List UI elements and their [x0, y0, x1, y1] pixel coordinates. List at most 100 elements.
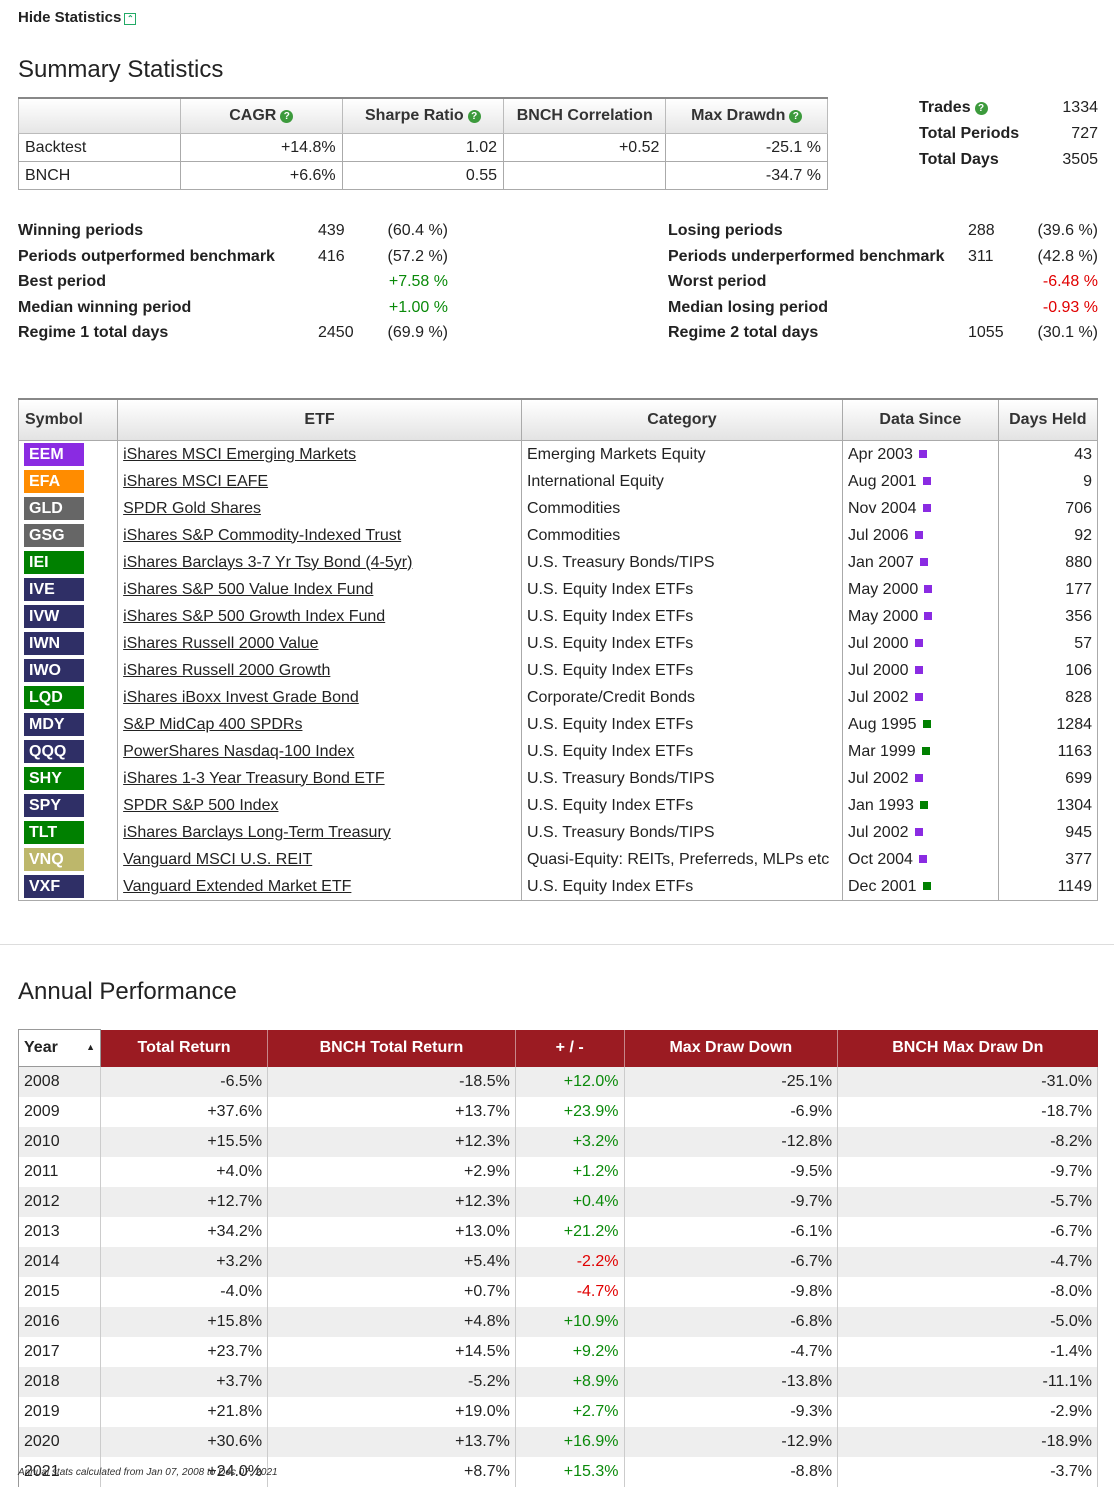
annual-header-5[interactable]: BNCH Max Draw Dn: [837, 1029, 1098, 1067]
symbol-cell: VXF: [17, 873, 119, 901]
data-since-text: Jul 2000: [848, 634, 909, 652]
annual-cell: -13.8%: [623, 1367, 838, 1397]
stat-label: Winning periods: [18, 222, 144, 239]
etf-name-cell: iShares Barclays 3-7 Yr Tsy Bond (4-5yr): [117, 549, 522, 576]
data-since-cell: Jul 2000: [842, 657, 999, 684]
annual-cell: -4.7%: [623, 1337, 838, 1367]
annual-cell: -9.5%: [623, 1157, 838, 1187]
etf-link[interactable]: iShares S&P Commodity-Indexed Trust: [123, 526, 402, 544]
etf-link[interactable]: iShares iBoxx Invest Grade Bond: [123, 688, 359, 706]
annual-header-4[interactable]: Max Draw Down: [623, 1029, 838, 1067]
stat-pct: (30.1 %): [1037, 324, 1098, 341]
etf-link[interactable]: iShares S&P 500 Growth Index Fund: [123, 607, 386, 625]
annual-cell: +13.7%: [267, 1427, 516, 1457]
hide-statistics-toggle[interactable]: Hide Statistics ⌃: [18, 9, 137, 26]
symbol-cell: QQQ: [17, 738, 119, 765]
annual-cell: -11.1%: [837, 1367, 1098, 1397]
annual-footnote: Annual stats calculated from Jan 07, 200…: [18, 1467, 278, 1478]
annual-row: 2008 -6.5% -18.5% +12.0% -25.1% -31.0%: [18, 1066, 1098, 1097]
regime-marker-icon: [914, 827, 923, 836]
stat-pct: -6.48 %: [1042, 273, 1098, 290]
data-since-cell: Aug 1995: [842, 711, 999, 738]
etf-link[interactable]: iShares Barclays 3-7 Yr Tsy Bond (4-5yr): [123, 553, 413, 571]
data-since-cell: Jul 2006: [842, 522, 999, 549]
stat-label: Worst period: [668, 273, 767, 290]
days-held-cell: 377: [997, 846, 1099, 873]
annual-cell: -8.8%: [623, 1457, 838, 1487]
category-cell: U.S. Treasury Bonds/TIPS: [520, 819, 844, 846]
days-held-cell: 92: [997, 522, 1099, 549]
symbol-badge: SHY: [24, 767, 84, 790]
help-icon[interactable]: ?: [467, 110, 481, 123]
annual-cell: -25.1%: [623, 1066, 838, 1097]
etf-name-cell: Vanguard Extended Market ETF: [117, 873, 522, 901]
etf-link[interactable]: PowerShares Nasdaq-100 Index: [123, 742, 355, 760]
days-held-cell: 9: [997, 468, 1099, 495]
annual-cell: +16.9%: [514, 1427, 624, 1457]
stat-label: Regime 2 total days: [668, 324, 819, 341]
regime-marker-icon: [914, 530, 923, 539]
etf-link[interactable]: iShares MSCI Emerging Markets: [123, 445, 357, 463]
symbol-badge: IEI: [24, 551, 84, 574]
stat-label: Median losing period: [668, 298, 829, 316]
annual-cell: 2012: [18, 1187, 101, 1217]
data-since-text: Apr 2003: [848, 445, 913, 463]
etf-row: LQD iShares iBoxx Invest Grade Bond Corpor…: [17, 684, 1099, 711]
annual-cell: +2.9%: [267, 1157, 516, 1187]
annual-row: 2021 +24.0% +8.7% +15.3% -8.8% -3.7%: [18, 1457, 1098, 1487]
annual-cell: -6.9%: [623, 1097, 838, 1127]
etf-link[interactable]: S&P MidCap 400 SPDRs: [123, 715, 303, 733]
stat-label: Median winning period: [18, 298, 192, 316]
etf-header-category[interactable]: Category: [520, 398, 844, 441]
summary-cell: 1.02: [341, 133, 505, 162]
etf-row: EFA iShares MSCI EAFE International Equity…: [17, 468, 1099, 495]
etf-link[interactable]: iShares Russell 2000 Value: [123, 634, 319, 652]
annual-row: 2010 +15.5% +12.3% +3.2% -12.8% -8.2%: [18, 1127, 1098, 1157]
etf-header-days-held[interactable]: Days Held: [997, 398, 1099, 441]
etf-link[interactable]: Vanguard Extended Market ETF: [123, 877, 352, 895]
annual-header-0[interactable]: Year ▲: [18, 1029, 101, 1067]
symbol-badge: IVW: [24, 605, 84, 628]
regime-marker-icon: [914, 638, 923, 647]
summary-header-3: BNCH Correlation: [503, 97, 667, 134]
etf-link[interactable]: SPDR S&P 500 Index: [123, 796, 279, 814]
symbol-cell: IVW: [17, 603, 119, 630]
annual-cell: -12.8%: [623, 1127, 838, 1157]
etf-row: GLD SPDR Gold Shares Commodities Nov 2004 70…: [17, 495, 1099, 522]
annual-cell: 2021: [18, 1457, 101, 1487]
annual-header-3[interactable]: + / -: [514, 1029, 624, 1067]
side-stat-label: Total Periods: [919, 125, 1019, 143]
summary-cell: BNCH: [18, 161, 181, 190]
etf-name-cell: iShares Russell 2000 Value: [117, 630, 522, 657]
help-icon[interactable]: ?: [280, 110, 294, 123]
etf-link[interactable]: iShares Barclays Long-Term Treasury: [123, 823, 391, 841]
etf-link[interactable]: iShares 1-3 Year Treasury Bond ETF: [123, 769, 385, 787]
regime-marker-icon: [922, 503, 931, 512]
annual-cell: +19.0%: [267, 1397, 516, 1427]
etf-link[interactable]: Vanguard MSCI U.S. REIT: [123, 850, 313, 868]
divider: [0, 944, 1114, 945]
annual-header-1[interactable]: Total Return: [99, 1029, 268, 1067]
etf-link[interactable]: SPDR Gold Shares: [123, 499, 261, 517]
regime-marker-icon: [918, 449, 927, 458]
annual-cell: -9.7%: [623, 1187, 838, 1217]
annual-cell: 2016: [18, 1307, 101, 1337]
toggle-label: Hide Statistics: [18, 9, 122, 26]
days-held-cell: 43: [997, 440, 1099, 468]
symbol-cell: MDY: [17, 711, 119, 738]
help-icon[interactable]: ?: [974, 102, 988, 115]
etf-link[interactable]: iShares MSCI EAFE: [123, 472, 269, 490]
etf-header-etf[interactable]: ETF: [117, 398, 522, 441]
stat-label: Periods outperformed benchmark: [18, 247, 275, 265]
regime-marker-icon: [921, 746, 930, 755]
symbol-cell: IEI: [17, 549, 119, 576]
etf-name-cell: SPDR Gold Shares: [117, 495, 522, 522]
etf-link[interactable]: iShares Russell 2000 Growth: [123, 661, 331, 679]
annual-header-2[interactable]: BNCH Total Return: [267, 1029, 516, 1067]
etf-row: SHY iShares 1-3 Year Treasury Bond ETF U.S…: [17, 765, 1099, 792]
annual-cell: +3.2%: [99, 1247, 268, 1277]
etf-header-data-since[interactable]: Data Since: [842, 398, 999, 441]
etf-header-symbol[interactable]: Symbol: [17, 398, 119, 441]
etf-link[interactable]: iShares S&P 500 Value Index Fund: [123, 580, 374, 598]
help-icon[interactable]: ?: [789, 110, 803, 123]
